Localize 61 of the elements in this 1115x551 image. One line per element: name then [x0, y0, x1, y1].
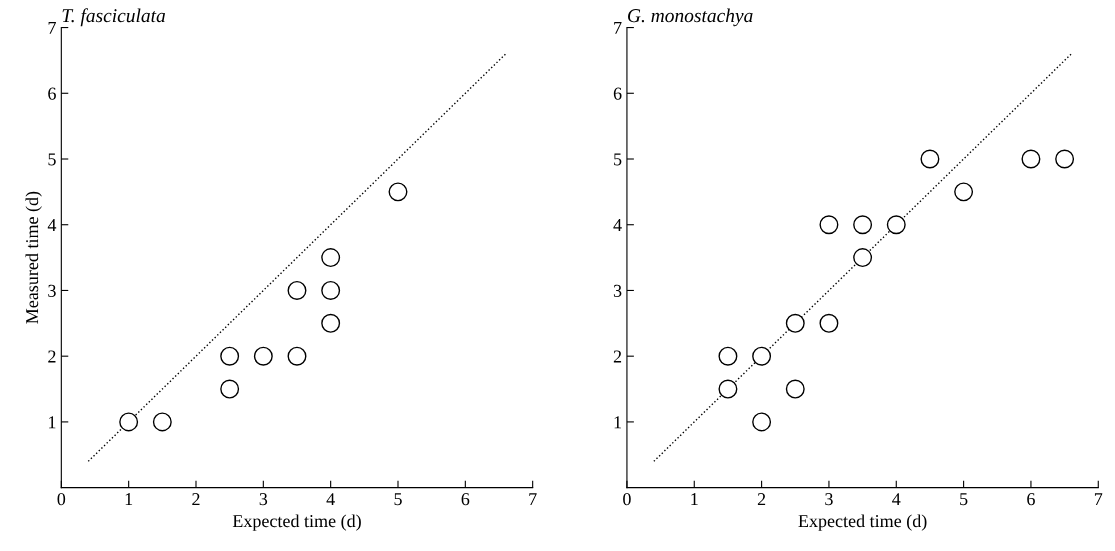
point — [920, 149, 940, 169]
point — [718, 346, 738, 366]
point — [853, 248, 873, 268]
point — [785, 313, 805, 333]
point — [752, 412, 772, 432]
y-tick-label: 7 — [48, 21, 56, 34]
x-tick-label: 4 — [326, 493, 335, 506]
x-tick-label: 0 — [623, 493, 631, 506]
x-tick-label: 4 — [892, 493, 901, 506]
point — [819, 215, 839, 235]
chart-title: T. fasciculata — [62, 8, 166, 27]
y-tick-label: 1 — [49, 416, 56, 429]
point — [152, 412, 172, 432]
point — [287, 280, 307, 300]
x-tick-label: 7 — [529, 493, 537, 506]
point — [785, 379, 805, 399]
y-tick-label: 5 — [48, 153, 56, 166]
y-tick-label: 6 — [48, 87, 56, 100]
y-axis-title: Measured time (d) — [25, 191, 42, 324]
y-tick-label: 4 — [47, 219, 57, 231]
point — [1021, 149, 1041, 169]
point — [253, 346, 273, 366]
x-tick-label: 5 — [960, 493, 968, 506]
point — [1055, 149, 1075, 169]
x-tick-label: 2 — [192, 493, 200, 506]
x-axis-title: Expected time (d) — [232, 514, 361, 531]
y-tick-label: 3 — [613, 284, 622, 297]
point — [321, 313, 341, 333]
point — [119, 412, 139, 432]
x-tick-label: 6 — [461, 493, 470, 506]
x-tick-label: 1 — [691, 493, 698, 506]
point — [718, 379, 738, 399]
point — [321, 280, 341, 300]
point — [752, 346, 772, 366]
x-tick-label: 7 — [1094, 493, 1103, 506]
point — [886, 215, 906, 235]
y-tick-label: 2 — [48, 350, 56, 363]
point — [388, 182, 408, 202]
y-tick-label: 7 — [614, 21, 622, 34]
x-tick-label: 3 — [259, 493, 268, 506]
chart-title: G. monostachya — [628, 8, 753, 27]
x-tick-label: 0 — [57, 493, 66, 506]
point — [220, 346, 240, 366]
x-axis-title: Expected time (d) — [798, 514, 927, 531]
x-tick-label: 3 — [825, 493, 833, 506]
y-tick-label: 6 — [613, 87, 622, 100]
y-tick-label: 5 — [614, 153, 622, 166]
x-tick-label: 5 — [394, 493, 402, 506]
point — [853, 215, 873, 235]
point — [220, 379, 240, 399]
y-tick-label: 4 — [613, 219, 622, 231]
x-tick-label: 2 — [757, 493, 766, 506]
y-tick-label: 3 — [48, 284, 56, 297]
point — [954, 182, 974, 202]
x-tick-label: 6 — [1027, 493, 1035, 506]
point — [819, 313, 839, 333]
y-tick-label: 2 — [613, 350, 622, 363]
point — [321, 248, 341, 268]
point — [287, 346, 307, 366]
x-tick-label: 1 — [125, 493, 133, 506]
y-tick-label: 1 — [614, 416, 621, 429]
